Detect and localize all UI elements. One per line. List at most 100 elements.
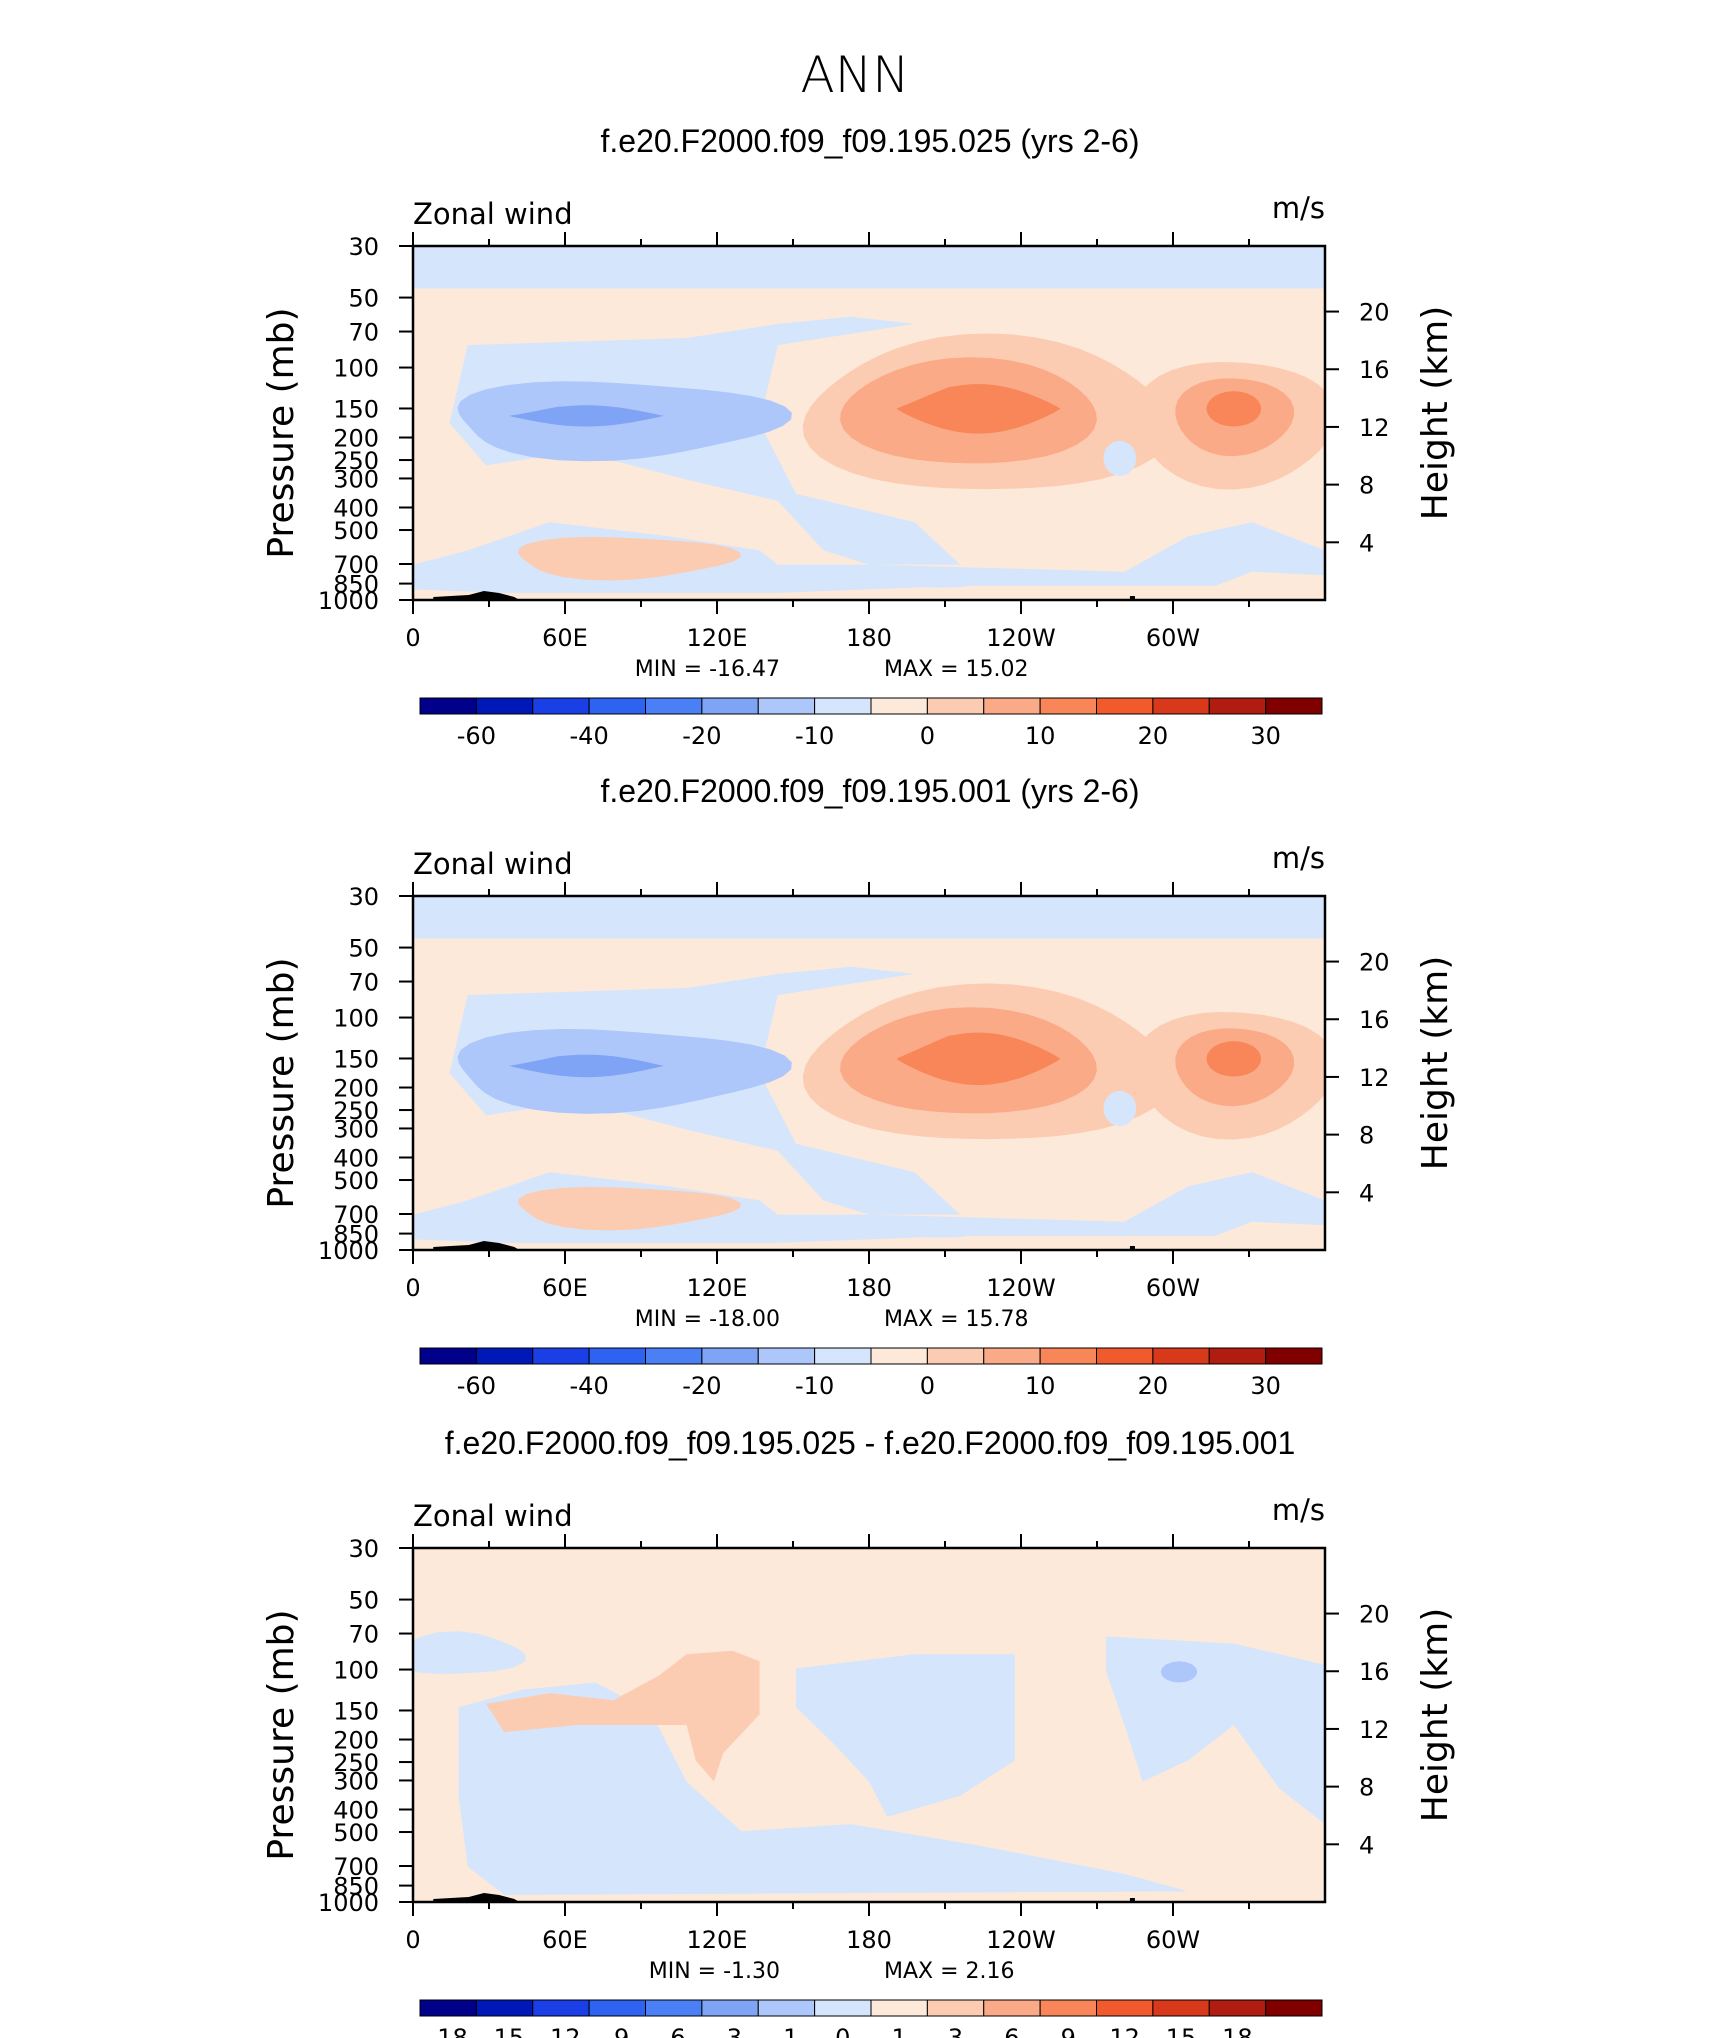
contour-region-1 [1106,1636,1325,1825]
y-tick-label: 250 [333,1749,379,1777]
stratosphere-band [413,246,1325,289]
x-tick-label: 60E [542,1274,588,1302]
colorbar-tick-label: 0 [920,1372,935,1400]
colorbar-swatch [419,1347,477,1365]
min-label: MIN = -18.00 [635,1307,780,1332]
colorbar-tick-label: 10 [1025,1372,1056,1400]
contour-region-8 [1206,1041,1262,1077]
y-tick-label: 500 [333,517,379,545]
colorbar-tick-label: 1 [892,2024,907,2038]
contour-region-4 [486,1650,760,1782]
variable-label: Zonal wind [413,847,573,881]
y-right-axis-title: Height (km) [1415,1608,1456,1822]
max-label: MAX = 2.16 [884,1959,1015,1984]
y-tick-label: 250 [333,1097,379,1125]
colorbar-swatch [1039,697,1097,715]
y-right-tick-label: 12 [1359,1064,1390,1092]
panel-title: f.e20.F2000.f09_f09.195.025 (yrs 2-6) [600,123,1139,159]
colorbar-swatch [1039,1999,1097,2017]
x-tick-label: 60E [542,1926,588,1954]
colorbar-swatch [926,697,985,715]
colorbar-swatch [475,1347,534,1365]
x-tick-label: 120E [687,624,748,652]
y-tick-label: 300 [333,1767,379,1795]
colorbar-tick-label: -9 [605,2024,629,2038]
colorbar-swatch [645,697,703,715]
contour-region-8 [1206,391,1262,427]
colorbar-swatch [645,1999,703,2017]
colorbar-tick-label: -40 [570,1372,609,1400]
contour-region-10 [518,536,741,581]
contour-field [413,896,1325,1250]
y-tick-label: 1000 [318,1237,379,1265]
colorbar-tick-label: -18 [429,2024,468,2038]
colorbar-swatch [983,1347,1041,1365]
y-tick-label: 400 [333,494,379,522]
y-tick-label: 150 [333,1697,379,1725]
colorbar-swatch [870,1347,928,1365]
max-label: MAX = 15.78 [884,1307,1029,1332]
y-right-tick-label: 4 [1359,1831,1374,1859]
colorbar-swatch [419,1999,477,2017]
y-right-axis-title: Height (km) [1415,956,1456,1170]
colorbar-swatch [1096,697,1154,715]
y-tick-label: 850 [333,571,379,599]
x-tick-label: 120W [986,1926,1056,1954]
y-tick-label: 1000 [318,587,379,615]
y-tick-label: 100 [333,1005,379,1033]
y-tick-label: 100 [333,1657,379,1685]
colorbar-tick-label: 15 [1166,2024,1197,2038]
x-tick-label: 0 [405,1274,420,1302]
topography-andes [1129,1898,1135,1902]
y-right-tick-label: 16 [1359,356,1390,384]
colorbar-tick-label: 0 [835,2024,850,2038]
colorbar-swatch [1152,697,1210,715]
y-tick-label: 70 [348,319,379,347]
colorbar-swatch [814,1347,872,1365]
contour-region-5 [1160,1661,1198,1683]
colorbar-swatch [870,697,928,715]
y-axis-title: Pressure (mb) [261,307,302,558]
topography [433,1241,520,1250]
y-tick-label: 300 [333,465,379,493]
y-tick-label: 700 [333,1201,379,1229]
colorbar-swatch [926,1999,985,2017]
colorbar-tick-label: 0 [920,722,935,750]
y-tick-label: 500 [333,1819,379,1847]
topography-andes [1129,1246,1135,1250]
colorbar-swatch [1096,1999,1154,2017]
colorbar-tick-label: 18 [1222,2024,1253,2038]
colorbar-swatch [1208,697,1267,715]
variable-label: Zonal wind [413,197,573,231]
colorbar-swatch [757,1347,816,1365]
colorbar-swatch [1039,1347,1097,1365]
contour-region-3 [413,1631,526,1675]
y-right-tick-label: 8 [1359,472,1374,500]
y-tick-label: 30 [348,883,379,911]
contour-region-0 [796,1654,1015,1817]
variable-label: Zonal wind [413,1499,573,1533]
colorbar-tick-label: 30 [1250,722,1281,750]
colorbar-swatch [814,697,872,715]
y-right-tick-label: 20 [1359,1601,1390,1629]
y-tick-label: 700 [333,1853,379,1881]
x-tick-label: 60W [1146,1274,1200,1302]
contour-region-2 [508,1054,664,1078]
units-label: m/s [1272,841,1325,875]
colorbar-tick-label: -1 [774,2024,798,2038]
max-label: MAX = 15.02 [884,657,1029,682]
contour-region-11 [905,1227,979,1238]
colorbar-tick-label: 3 [948,2024,963,2038]
colorbar-swatch [1265,697,1323,715]
y-right-tick-label: 8 [1359,1122,1374,1150]
colorbar-swatch [475,1999,534,2017]
colorbar-swatch [645,1347,703,1365]
y-right-tick-label: 12 [1359,1716,1390,1744]
colorbar-swatch [757,697,816,715]
y-tick-label: 500 [333,1167,379,1195]
colorbar-swatch [1265,1999,1323,2017]
contour-region-10 [518,1186,741,1231]
colorbar-tick-label: -60 [457,1372,496,1400]
colorbar-tick-label: -40 [570,722,609,750]
